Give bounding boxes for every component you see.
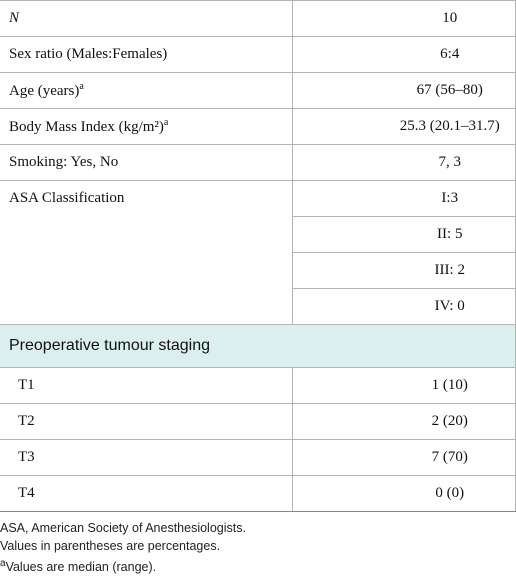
data-table: N 10 Sex ratio (Males:Females) 6:4 Age (year… bbox=[0, 0, 516, 512]
section-row: Preoperative tumour staging bbox=[0, 324, 516, 368]
section-header: Preoperative tumour staging bbox=[0, 324, 516, 368]
footnote: Values in parentheses are percentages. bbox=[0, 537, 516, 555]
table-row: Smoking: Yes, No 7, 3 bbox=[0, 144, 516, 181]
row-value: 25.3 (20.1–31.7) bbox=[292, 108, 516, 145]
row-label: Age (years)a bbox=[0, 72, 293, 109]
row-label: T3 bbox=[0, 439, 293, 476]
label-text: Smoking: Yes, No bbox=[9, 154, 119, 170]
table-row: Sex ratio (Males:Females) 6:4 bbox=[0, 36, 516, 73]
row-label: N bbox=[0, 0, 293, 37]
row-label: T4 bbox=[0, 475, 293, 512]
footnotes: ASA, American Society of Anesthesiologis… bbox=[0, 519, 516, 576]
label-text: ASA Classification bbox=[9, 190, 125, 206]
table-row: IV: 0 bbox=[0, 288, 516, 325]
table-row: T2 2 (20) bbox=[0, 403, 516, 440]
table-row: III: 2 bbox=[0, 252, 516, 289]
superscript: a bbox=[0, 558, 6, 569]
row-value: 0 (0) bbox=[292, 475, 516, 512]
row-value: I:3 bbox=[292, 180, 516, 217]
label-text: Body Mass Index (kg/m²) bbox=[9, 119, 164, 135]
table-row: T3 7 (70) bbox=[0, 439, 516, 476]
table-row: Age (years)a 67 (56–80) bbox=[0, 72, 516, 109]
label-text: N bbox=[9, 10, 20, 26]
row-value: 67 (56–80) bbox=[292, 72, 516, 109]
footnote-text: ASA, American Society of Anesthesiologis… bbox=[0, 521, 246, 535]
row-label: Body Mass Index (kg/m²)a bbox=[0, 108, 293, 145]
row-label: Smoking: Yes, No bbox=[0, 144, 293, 181]
row-value: 7 (70) bbox=[292, 439, 516, 476]
label-text: Age (years) bbox=[9, 83, 80, 99]
table-row: ASA Classification I:3 bbox=[0, 180, 516, 325]
row-value: II: 5 bbox=[292, 216, 516, 253]
row-label: T2 bbox=[0, 403, 293, 440]
row-value: 2 (20) bbox=[292, 403, 516, 440]
superscript: a bbox=[79, 81, 84, 92]
table-row: Body Mass Index (kg/m²)a 25.3 (20.1–31.7) bbox=[0, 108, 516, 145]
footnote: aValues are median (range). bbox=[0, 555, 516, 576]
table-row: T1 1 (10) bbox=[0, 367, 516, 404]
label-text: Sex ratio (Males:Females) bbox=[9, 46, 168, 62]
row-value: 10 bbox=[292, 0, 516, 37]
table-row: II: 5 bbox=[0, 216, 516, 253]
table-row: T4 0 (0) bbox=[0, 475, 516, 512]
footnote-text: Values in parentheses are percentages. bbox=[0, 539, 221, 553]
row-value: 6:4 bbox=[292, 36, 516, 73]
superscript: a bbox=[163, 117, 169, 128]
row-label: ASA Classification bbox=[0, 180, 293, 325]
row-value: 1 (10) bbox=[292, 367, 516, 404]
footnote: ASA, American Society of Anesthesiologis… bbox=[0, 519, 516, 537]
footnote-text: Values are median (range). bbox=[5, 560, 157, 575]
row-label: T1 bbox=[0, 367, 293, 404]
row-value: IV: 0 bbox=[292, 288, 516, 325]
row-value: III: 2 bbox=[292, 252, 516, 289]
row-value: 7, 3 bbox=[292, 144, 516, 181]
table-row: N 10 bbox=[0, 0, 516, 37]
row-label: Sex ratio (Males:Females) bbox=[0, 36, 293, 73]
